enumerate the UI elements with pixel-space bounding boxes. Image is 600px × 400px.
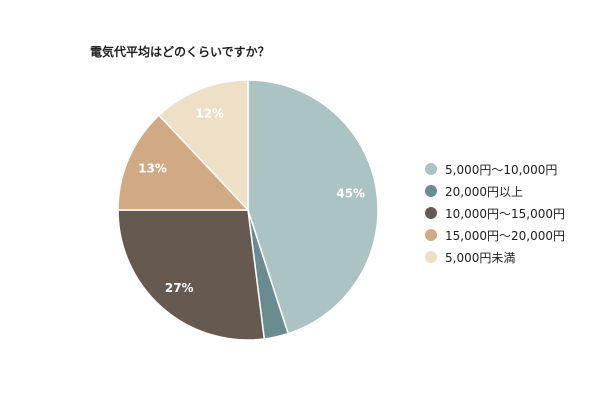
legend-label: 10,000円～15,000円 — [445, 206, 565, 221]
pie-slice-5 — [157, 79, 249, 212]
legend-label: 5,000円未満 — [445, 250, 516, 265]
data-label-4: 13% — [138, 162, 167, 176]
chart-title: 電気代平均はどのくらいですか？ — [90, 45, 270, 59]
legend-item: 10,000円～15,000円 — [425, 202, 565, 224]
legend-swatch-icon — [425, 251, 437, 263]
data-label-3: 27% — [165, 281, 194, 295]
legend-swatch-icon — [425, 229, 437, 241]
legend-item: 5,000円未満 — [425, 246, 565, 268]
pie-slice-4 — [117, 114, 250, 211]
pie-slice-1 — [247, 79, 379, 335]
data-label-1: 45% — [336, 187, 365, 201]
data-label-5: 12% — [195, 106, 224, 120]
legend-label: 15,000円～20,000円 — [445, 228, 565, 243]
legend-item: 5,000円～10,000円 — [425, 158, 565, 180]
legend-item: 20,000円以上 — [425, 180, 565, 202]
legend-label: 5,000円～10,000円 — [445, 162, 558, 177]
legend-swatch-icon — [425, 185, 437, 197]
legend: 5,000円～10,000円 20,000円以上 10,000円～15,000円 15… — [425, 158, 565, 268]
legend-label: 20,000円以上 — [445, 184, 523, 199]
legend-swatch-icon — [425, 207, 437, 219]
legend-swatch-icon — [425, 163, 437, 175]
pie-slice-3 — [117, 209, 266, 341]
legend-item: 15,000円～20,000円 — [425, 224, 565, 246]
